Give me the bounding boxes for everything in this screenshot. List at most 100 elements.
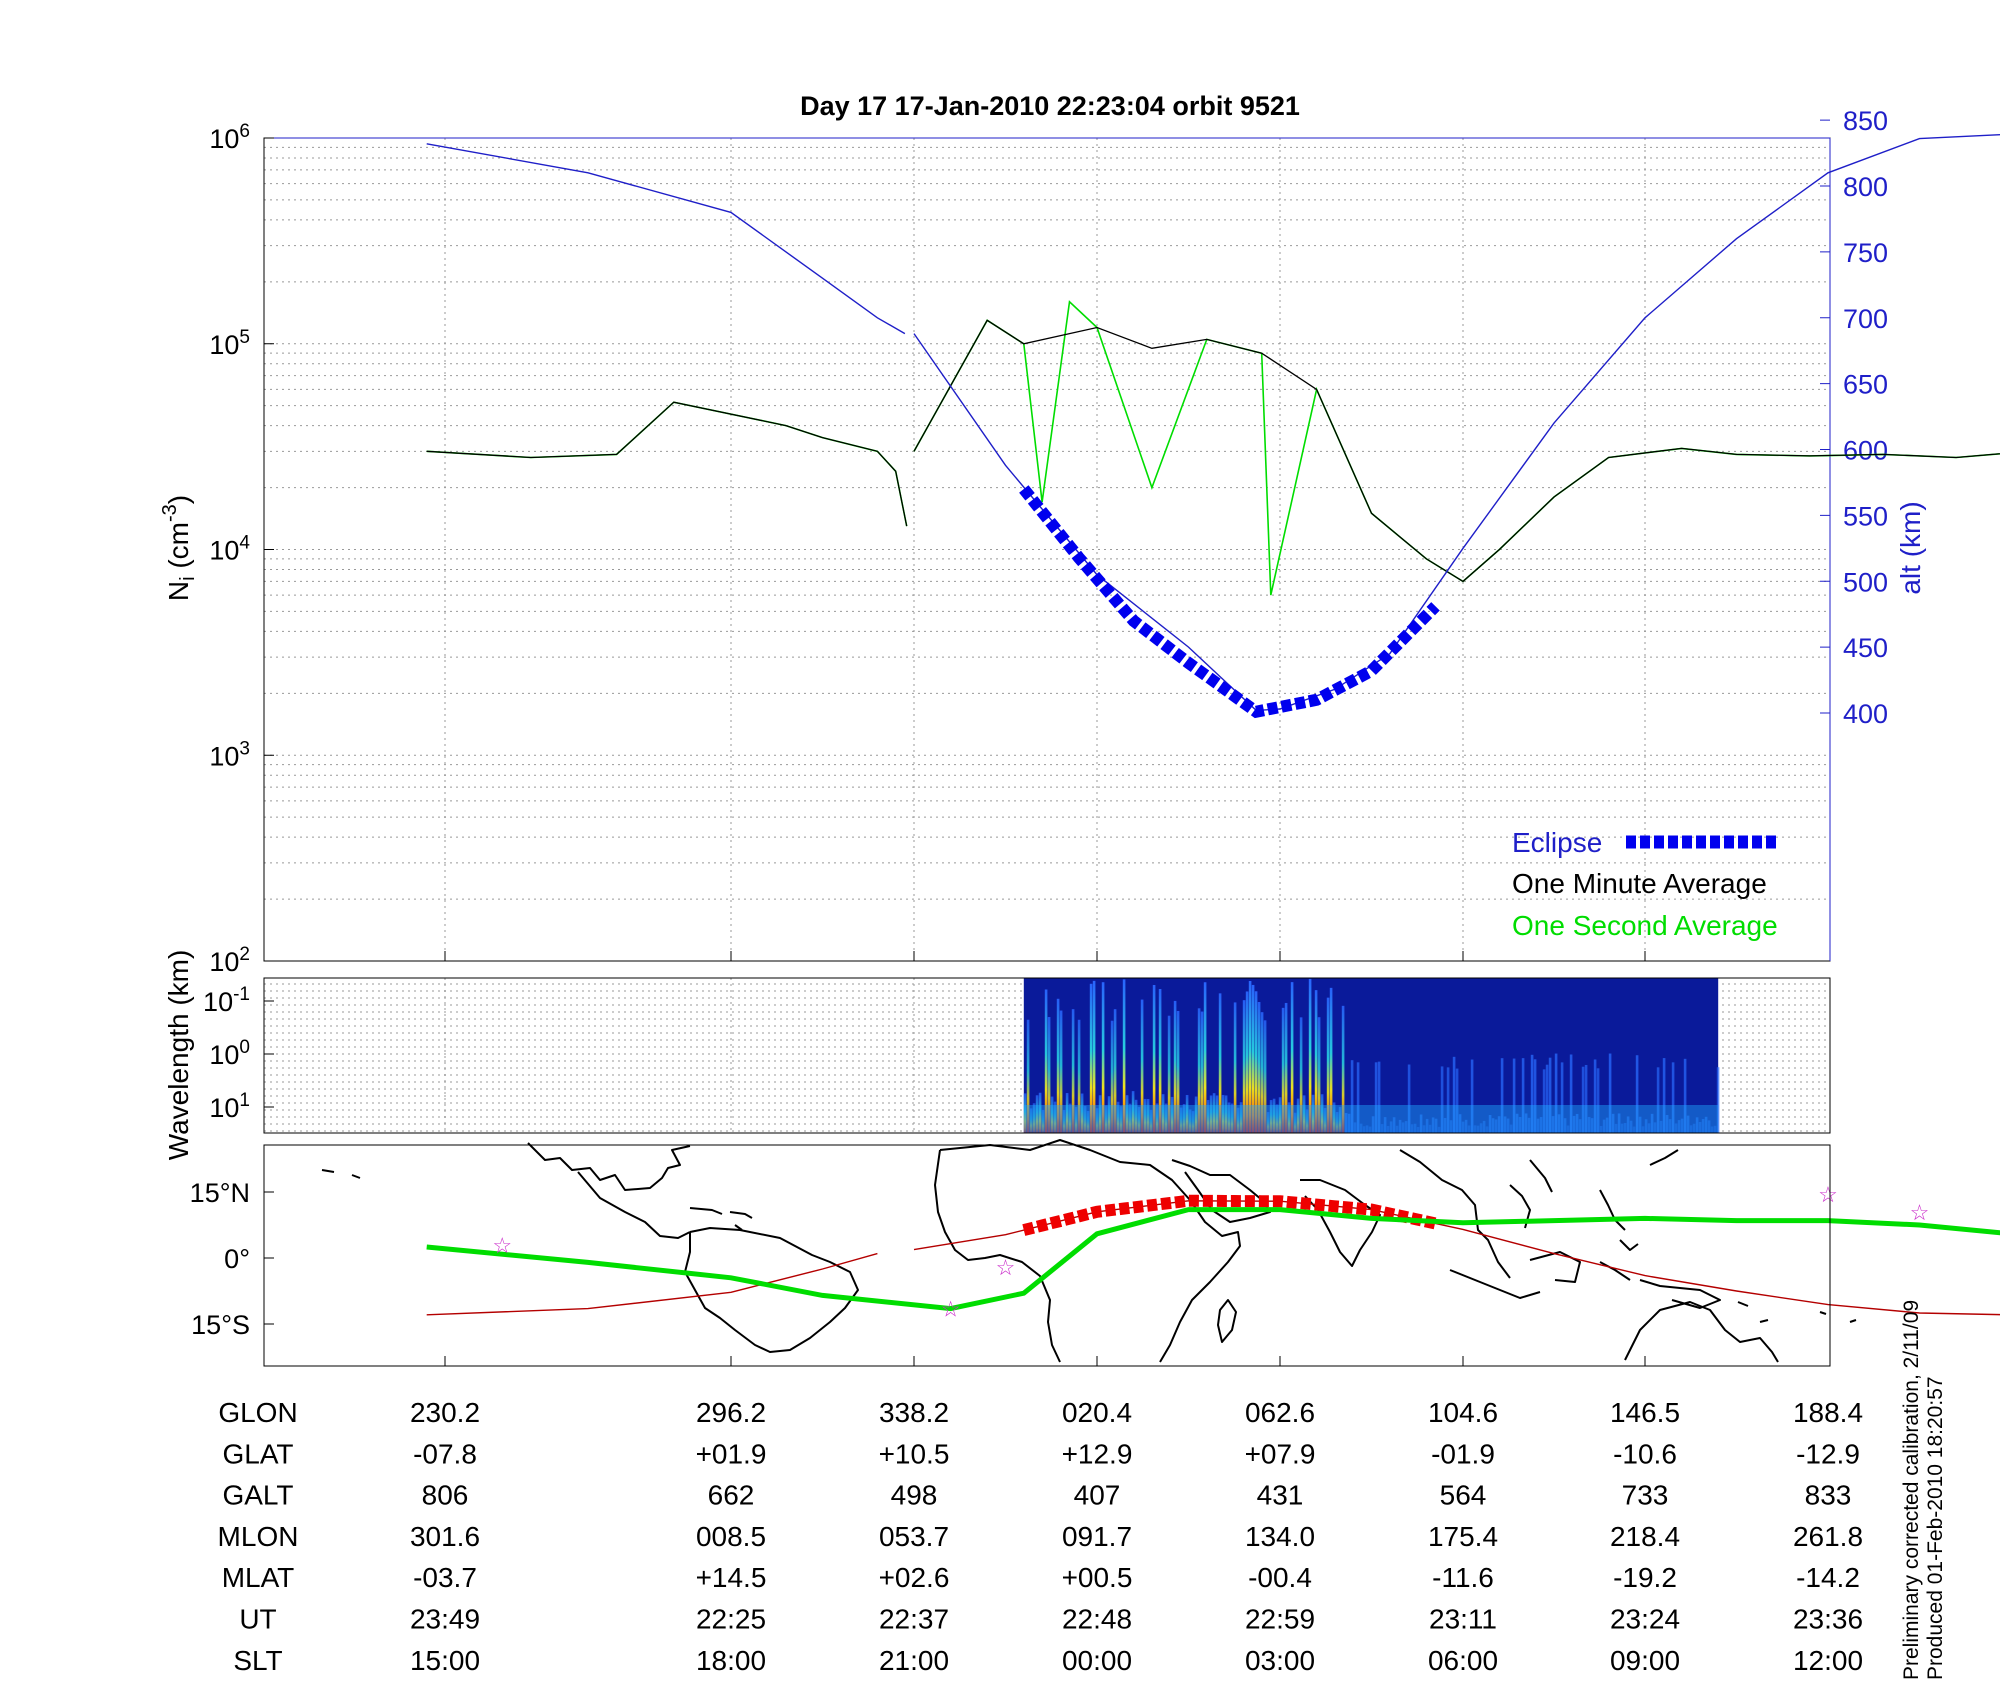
spectrogram-streak	[1440, 1066, 1444, 1133]
spectrogram-streak	[1326, 997, 1330, 1133]
spectrogram-streak	[1248, 981, 1252, 1133]
spectrogram-streak	[1668, 1119, 1672, 1133]
star-marker: ☆	[996, 1255, 1016, 1280]
altitude-y-tick-label: 800	[1843, 172, 1888, 202]
spectrogram-streak	[1653, 1122, 1657, 1133]
spectrogram-streak	[1575, 1113, 1579, 1133]
ephemeris-value: 564	[1440, 1480, 1487, 1511]
spectrogram-streak	[1278, 1097, 1282, 1133]
spectrogram-streak	[1077, 1019, 1081, 1133]
ephemeris-value: -07.8	[413, 1438, 477, 1469]
star-marker: ☆	[492, 1233, 512, 1258]
spectrogram-streak	[1266, 1112, 1270, 1133]
ephemeris-value: 23:36	[1793, 1604, 1863, 1635]
ephemeris-value: 407	[1074, 1480, 1121, 1511]
spectrogram-low-band	[1023, 1105, 1719, 1133]
spectrogram-streak	[1338, 1106, 1342, 1133]
spectrogram-streak	[1401, 1122, 1405, 1133]
eclipse-marker-line	[1019, 485, 1440, 719]
ephemeris-value: 23:11	[1429, 1604, 1497, 1635]
spectrogram-streak	[1482, 1120, 1486, 1133]
density-y-tick-label: 105	[209, 327, 250, 360]
spectrogram-streak	[1572, 1115, 1576, 1133]
spectrogram-streak	[1317, 1017, 1321, 1133]
spectrogram-streak	[1710, 1126, 1714, 1133]
spectrogram-streak	[1452, 1056, 1456, 1133]
spectrogram-streak	[1059, 1010, 1063, 1133]
spectrogram-y-tick-label: 10-1	[203, 984, 250, 1017]
spectrogram-streak	[1272, 1098, 1276, 1133]
spectrogram-streak	[1293, 1112, 1297, 1133]
spectrogram-streak	[1074, 1106, 1078, 1133]
spectrogram-streak	[1092, 980, 1096, 1133]
spectrogram-streak	[1251, 984, 1255, 1133]
star-marker: ☆	[1818, 1182, 1838, 1207]
spectrogram-streak	[1122, 979, 1126, 1133]
spectrogram-streak	[1179, 1107, 1183, 1133]
spectrogram-streak	[1308, 978, 1312, 1133]
coastline-madagascar	[1217, 1299, 1237, 1343]
spectrogram-streak	[1335, 1112, 1339, 1133]
spectrogram-streak	[1269, 1100, 1273, 1133]
spectrogram-streak	[1230, 1103, 1234, 1133]
spectrogram-streak	[1578, 1119, 1582, 1133]
spectrogram-streak	[1356, 1062, 1360, 1133]
spectrogram-streak	[1695, 1117, 1699, 1133]
spectrogram-streak	[1152, 985, 1156, 1133]
legend-one-minute-label: One Minute Average	[1512, 868, 1767, 899]
spectrogram-streak	[1437, 1126, 1441, 1133]
spectrogram-streak	[1485, 1126, 1489, 1133]
spectrogram-streak	[1611, 1113, 1615, 1133]
spectrogram-streak	[1227, 1102, 1231, 1133]
spectrogram-streak	[1155, 1103, 1159, 1133]
altitude-y-tick-label: 500	[1843, 567, 1888, 597]
spectrogram-streak	[1443, 1117, 1447, 1133]
spectrogram-y-tick-label: 100	[209, 1037, 250, 1070]
spectrogram-streak	[1449, 1120, 1453, 1133]
coastline-japan	[1649, 1149, 1679, 1166]
ephemeris-value: 230.2	[410, 1397, 480, 1428]
altitude-y-tick-label: 550	[1843, 501, 1888, 531]
density-y-label: Ni (cm-3)	[159, 495, 199, 601]
coastline-australia	[1624, 1301, 1779, 1363]
ephemeris-value: 06:00	[1428, 1645, 1498, 1676]
spectrogram-streak	[1320, 1094, 1324, 1133]
spectrogram-streak	[1506, 1118, 1510, 1133]
spectrogram-streak	[1260, 1012, 1264, 1133]
spectrogram-streak	[1101, 982, 1105, 1133]
spectrogram-streak	[1176, 1010, 1180, 1133]
ephemeris-value: 301.6	[410, 1521, 480, 1552]
spectrogram-streak	[1647, 1123, 1651, 1133]
map-y-tick-label: 15°S	[191, 1310, 250, 1340]
spectrogram-streak	[1086, 1110, 1090, 1133]
spectrogram-streak	[1407, 1064, 1411, 1133]
spectrogram-streak	[1560, 1062, 1564, 1133]
spectrogram-streak	[1419, 1114, 1423, 1133]
ephemeris-value: 22:25	[696, 1604, 766, 1635]
spectrogram-streak	[1497, 1116, 1501, 1133]
spectrogram-streak	[1509, 1124, 1513, 1133]
legend-one-second-label: One Second Average	[1512, 910, 1778, 941]
ephemeris-value: 09:00	[1610, 1645, 1680, 1676]
ephemeris-value: 733	[1622, 1480, 1669, 1511]
spectrogram-streak	[1107, 1096, 1111, 1133]
orbit-track-line	[913, 1200, 2000, 1316]
spectrogram-streak	[1311, 1094, 1315, 1133]
spectrogram-tick-labels: 10-1 100 101	[203, 984, 274, 1123]
spectrogram-streak	[1587, 1116, 1591, 1133]
spectrogram-streak	[1053, 1101, 1057, 1133]
spectrogram-streak	[1065, 1093, 1069, 1133]
map-series: ☆ ☆ ☆ ☆ ☆	[426, 1182, 2000, 1322]
spectrogram-streak	[1608, 1053, 1612, 1133]
spectrogram-streak	[1305, 1109, 1309, 1133]
ephemeris-value: 218.4	[1610, 1521, 1680, 1552]
magnetic-equator-line	[426, 1207, 2000, 1312]
spectrogram-streak	[1683, 1058, 1687, 1133]
ephemeris-value: 23:49	[410, 1604, 480, 1635]
spectrogram-streak	[1287, 1102, 1291, 1133]
ephemeris-value: 00:00	[1062, 1645, 1132, 1676]
spectrogram-streak	[1104, 1105, 1108, 1133]
spectrogram-streak	[1131, 1091, 1135, 1133]
spectrogram-streak	[1224, 1095, 1228, 1133]
spectrogram-streak	[1239, 1102, 1243, 1133]
